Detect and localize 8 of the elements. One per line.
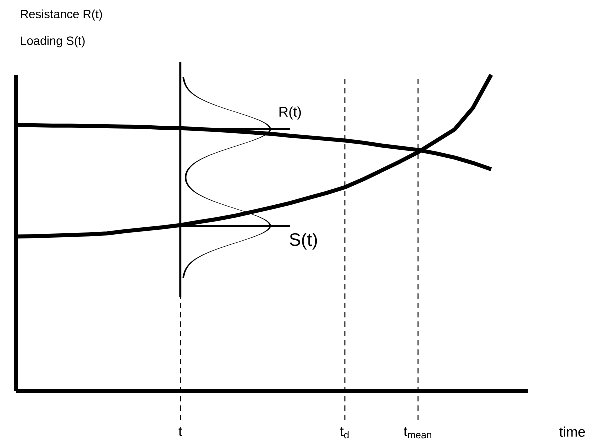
x-axis-title: time (560, 426, 586, 438)
x-tick-label: t$_{mean}$ (404, 427, 432, 439)
chart-title: Resistance R(t) (21, 10, 102, 21)
x-tick-label: t (178, 427, 182, 436)
x-tick-label: t$_{d}$ (340, 427, 349, 439)
series-label: S(t) (290, 232, 318, 250)
chart-subtitle: Loading S(t) (21, 36, 85, 48)
series-label: R(t) (280, 106, 302, 120)
